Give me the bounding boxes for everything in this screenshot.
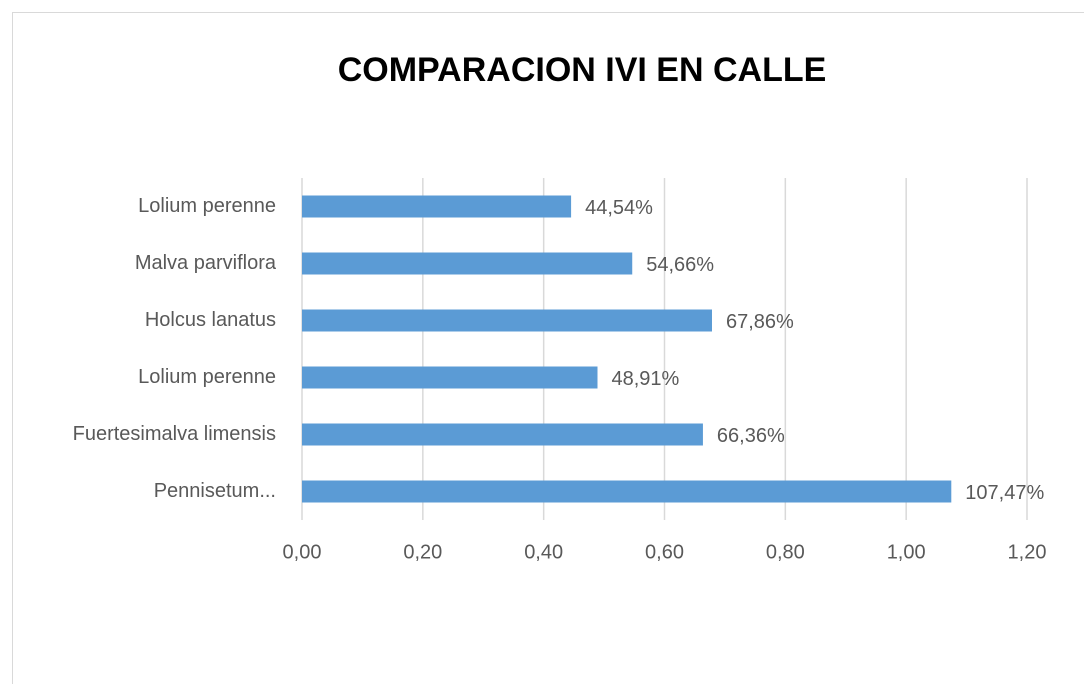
y-tick-label: Malva parviflora <box>135 252 277 274</box>
y-tick-label: Fuertesimalva limensis <box>73 423 276 445</box>
data-label: 67,86% <box>726 311 794 333</box>
bar <box>302 480 952 503</box>
data-label: 54,66% <box>646 254 714 276</box>
x-tick-label: 0,40 <box>524 541 563 563</box>
x-tick-label: 1,00 <box>887 541 926 563</box>
y-tick-label: Holcus lanatus <box>145 309 276 331</box>
bar <box>302 366 598 389</box>
y-tick-label: Lolium perenne <box>138 366 276 388</box>
bar <box>302 195 572 218</box>
x-tick-label: 1,20 <box>1008 541 1047 563</box>
chart-frame <box>12 12 1084 684</box>
bar <box>302 309 712 332</box>
bar <box>302 423 703 446</box>
data-label: 66,36% <box>717 425 785 447</box>
x-tick-label: 0,80 <box>766 541 805 563</box>
x-tick-label: 0,60 <box>645 541 684 563</box>
chart-title: COMPARACION IVI EN CALLE <box>338 51 827 89</box>
y-tick-label: Pennisetum... <box>154 480 276 502</box>
data-label: 44,54% <box>585 197 653 219</box>
data-label: 107,47% <box>965 482 1044 504</box>
y-tick-label: Lolium perenne <box>138 195 276 217</box>
x-tick-label: 0,00 <box>283 541 322 563</box>
bar <box>302 252 633 275</box>
data-label: 48,91% <box>611 368 679 390</box>
x-tick-label: 0,20 <box>403 541 442 563</box>
